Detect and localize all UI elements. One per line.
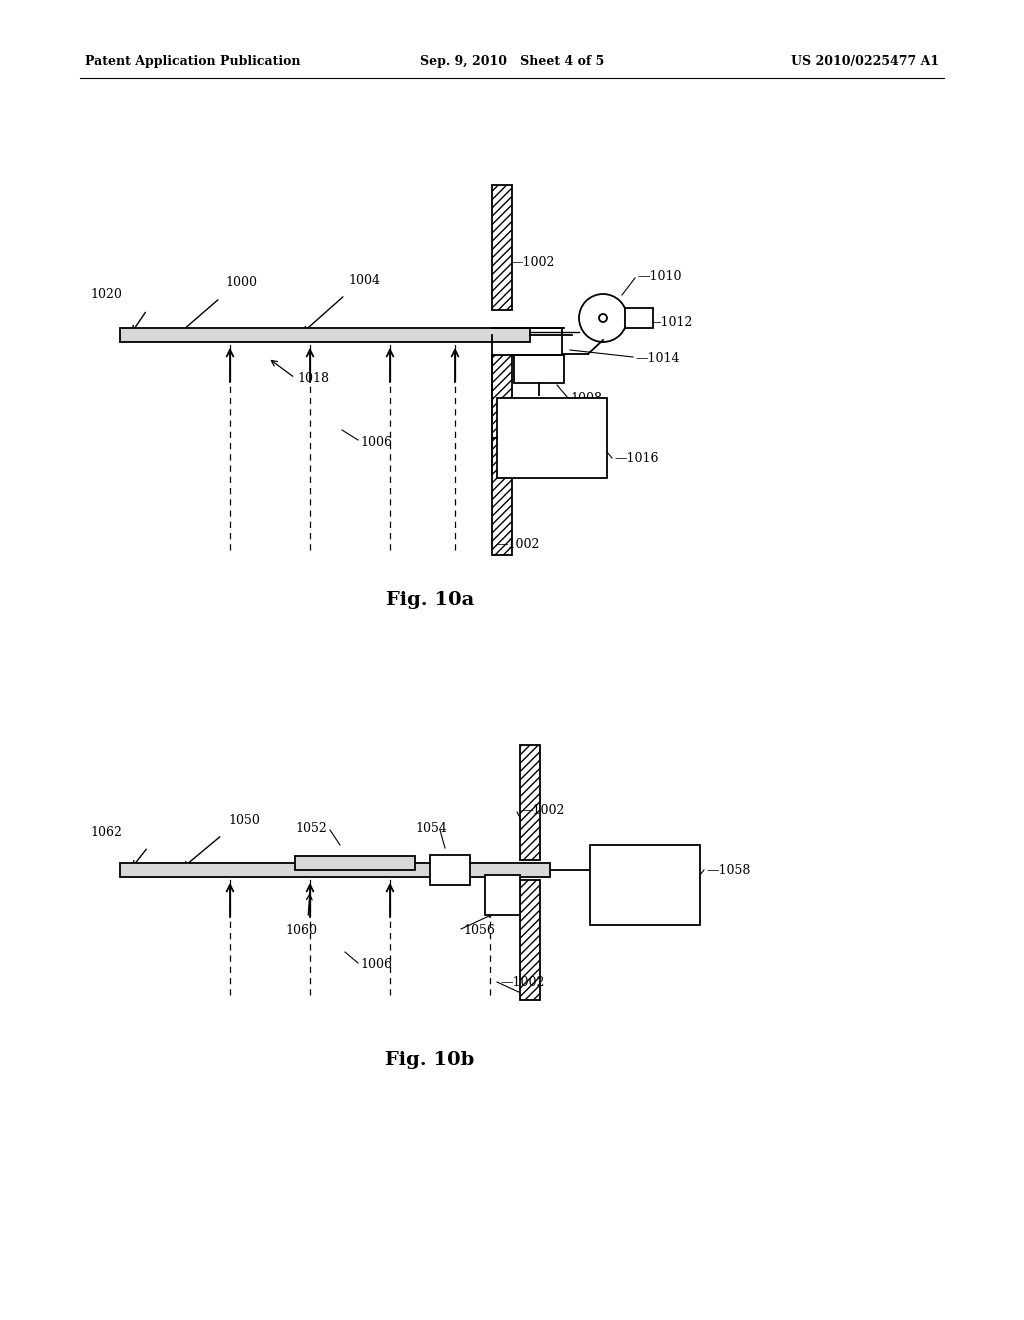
Text: 1006: 1006 [360, 958, 392, 972]
Text: —1002: —1002 [500, 977, 545, 990]
Bar [497, 399, 607, 478]
Bar [520, 744, 540, 861]
Text: —1058: —1058 [706, 863, 751, 876]
Text: Ctrl: Ctrl [628, 876, 663, 894]
Text: Sep. 9, 2010   Sheet 4 of 5: Sep. 9, 2010 Sheet 4 of 5 [420, 55, 604, 69]
Text: Patent Application Publication: Patent Application Publication [85, 55, 300, 69]
Bar [485, 875, 520, 915]
Text: 1060: 1060 [285, 924, 317, 936]
Text: 1062: 1062 [90, 825, 122, 838]
Bar [492, 355, 512, 554]
Bar [295, 855, 415, 870]
Bar [430, 855, 470, 884]
Text: 1004: 1004 [348, 273, 380, 286]
Bar [625, 308, 653, 327]
Text: 1006: 1006 [360, 436, 392, 449]
Text: 1000: 1000 [225, 276, 257, 289]
Text: —1002: —1002 [495, 539, 540, 552]
Text: 1008: 1008 [570, 392, 602, 404]
Circle shape [599, 314, 607, 322]
Bar [120, 327, 530, 342]
Bar [590, 845, 700, 925]
Bar [492, 185, 512, 310]
Text: 1020: 1020 [90, 289, 122, 301]
Bar [514, 355, 564, 383]
Bar [120, 863, 550, 876]
Text: US 2010/0225477 A1: US 2010/0225477 A1 [791, 55, 939, 69]
Text: Ctrl: Ctrl [535, 429, 569, 447]
Text: —1012: —1012 [648, 317, 692, 330]
Text: 1018: 1018 [297, 371, 329, 384]
Text: —1016: —1016 [614, 451, 658, 465]
Text: 1050: 1050 [228, 813, 260, 826]
Text: 1056: 1056 [463, 924, 495, 936]
Text: —1002: —1002 [510, 256, 554, 269]
Text: Fig. 10b: Fig. 10b [385, 1051, 475, 1069]
Bar [520, 880, 540, 1001]
Circle shape [579, 294, 627, 342]
Text: —1014: —1014 [635, 351, 680, 364]
Text: 1052: 1052 [295, 821, 327, 834]
Text: —1002: —1002 [520, 804, 564, 817]
Text: Fig. 10a: Fig. 10a [386, 591, 474, 609]
Text: —1010: —1010 [637, 271, 682, 284]
Text: 1054: 1054 [415, 821, 446, 834]
